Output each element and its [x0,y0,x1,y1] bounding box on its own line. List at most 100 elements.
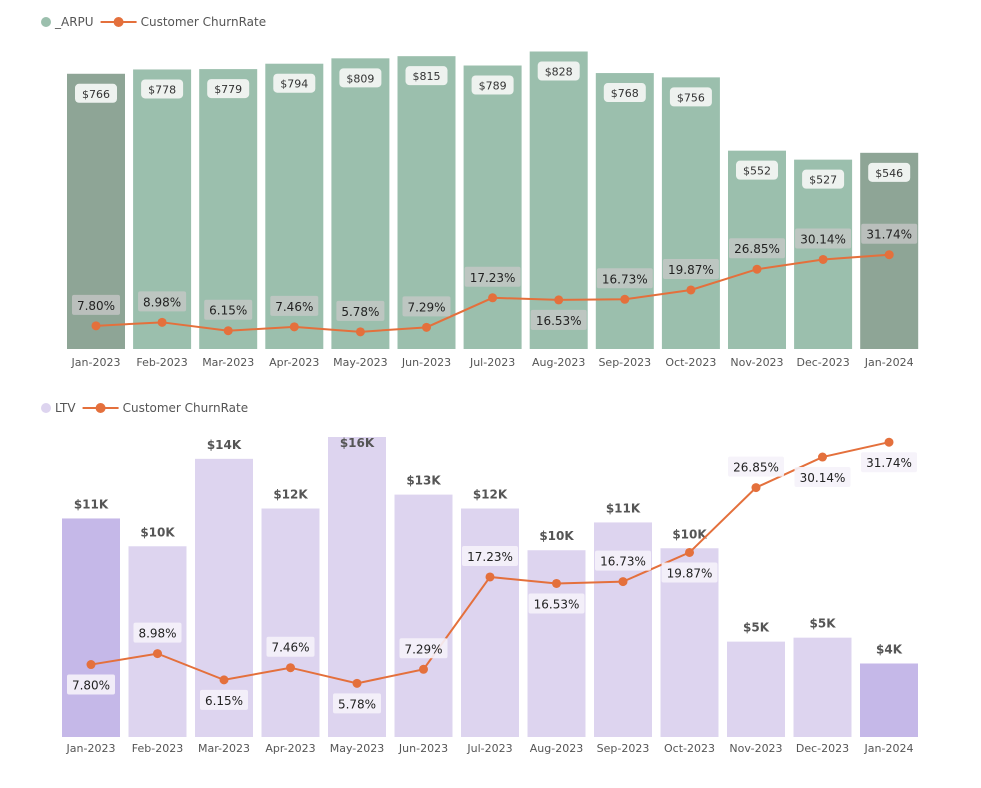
churn-point[interactable] [223,326,233,336]
bar-Jul-2023[interactable] [461,508,519,737]
churn-point[interactable] [884,250,894,260]
data-label-text: $527 [809,174,837,187]
data-label-box [795,228,852,249]
churn-point[interactable] [91,321,101,331]
churn-point[interactable] [620,294,630,304]
data-label-text: 16.73% [600,555,646,569]
data-label-box [729,238,785,259]
data-label-text: 6.15% [205,694,243,708]
churn-data-label: 26.85% [728,456,784,477]
data-label-box [200,689,248,710]
churn-data-label: 8.98% [133,622,182,643]
bar-Aug-2023[interactable] [527,550,586,737]
churn-point[interactable] [685,547,694,557]
data-label-text: 26.85% [733,461,779,475]
churn-data-label: 16.53% [530,309,587,330]
data-label-text: 16.53% [536,314,582,328]
bar-data-label: $10K [672,527,707,541]
churn-point[interactable] [352,678,362,688]
data-label-box [399,638,448,659]
bar-Nov-2023[interactable] [727,641,785,737]
churn-data-label: 7.46% [270,295,319,316]
data-label-text: 5.78% [341,305,379,319]
data-label-text: 8.98% [143,295,181,309]
bar-data-label: $10K [539,529,574,543]
churn-data-label: 30.14% [794,467,851,488]
data-label-text: 19.87% [667,566,713,580]
churn-point[interactable] [751,483,761,493]
bars [67,51,919,350]
data-label-box [138,291,187,312]
legend-label-line: Customer ChurnRate [123,401,249,415]
data-label-box [464,266,521,287]
churn-data-label: 31.74% [861,223,918,244]
data-label-box [662,258,719,279]
x-tick-label: Aug-2023 [530,742,583,755]
data-label-box [402,296,451,317]
churn-data-label: 6.15% [204,299,253,320]
x-tick-label: Feb-2023 [132,742,183,755]
data-label-text: $766 [82,88,110,101]
data-label-text: $778 [148,83,176,96]
data-label-text: $794 [280,78,308,91]
bar-data-label: $789 [471,75,514,95]
churn-point[interactable] [157,317,167,327]
bar-data-label: $11K [74,497,109,511]
churn-point[interactable] [355,327,365,337]
x-tick-label: Jan-2024 [864,742,914,755]
x-tick-label: Jul-2023 [469,356,515,369]
legend-line-dot [113,17,124,27]
churn-point[interactable] [289,322,299,332]
data-label-text: $809 [346,72,374,85]
churn-point[interactable] [485,572,495,582]
churn-point[interactable] [419,664,428,674]
churn-point[interactable] [554,295,564,305]
bar-data-label: $13K [406,474,441,488]
bar-data-label: $779 [207,79,250,99]
bar-data-label: $5K [810,617,837,631]
bar-Oct-2023[interactable] [661,77,720,350]
bar-Sep-2023[interactable] [595,73,654,349]
churn-point[interactable] [86,660,96,670]
chart-2: LTV Customer ChurnRate Jan-2023 $11K Feb-202… [41,401,918,755]
data-label-box [530,309,587,330]
churn-data-label: 6.15% [200,689,248,710]
data-label-text: 7.46% [271,641,309,655]
bar-Dec-2023[interactable] [794,159,853,349]
data-label-text: 31.74% [866,456,912,470]
churn-point[interactable] [884,437,894,447]
churn-point[interactable] [219,675,229,685]
data-label-box [537,61,580,81]
churn-point[interactable] [752,264,762,274]
churn-point[interactable] [818,452,827,462]
churn-point[interactable] [552,578,561,588]
churn-point[interactable] [153,649,162,659]
bar-data-label: $768 [603,83,646,103]
churn-data-label: 7.80% [72,294,120,315]
x-tick-label: Nov-2023 [730,356,783,369]
data-label-text: 31.74% [866,228,912,242]
data-label-text: 7.29% [404,642,442,656]
data-label-text: $789 [479,80,507,93]
churn-point[interactable] [422,322,431,332]
x-tick-label: Oct-2023 [664,742,715,755]
churn-data-label: 7.29% [402,296,451,317]
data-label-text: 30.14% [800,232,846,246]
bar-May-2023[interactable] [328,437,386,737]
bar-Jun-2023[interactable] [394,494,453,737]
data-label-text: 7.80% [72,679,110,693]
churn-point[interactable] [286,663,295,673]
bar-Apr-2023[interactable] [261,508,320,737]
churn-point[interactable] [686,285,696,295]
bar-Dec-2023[interactable] [793,637,852,737]
bar-data-label: $12K [273,488,308,502]
churn-point[interactable] [818,254,828,264]
data-label-text: 17.23% [467,550,513,564]
bar-Jan-2023[interactable] [62,518,120,737]
x-tick-label: Dec-2023 [796,742,849,755]
bar-May-2023[interactable] [331,58,390,350]
churn-point[interactable] [618,577,628,587]
bar-Jan-2024[interactable] [860,663,918,737]
churn-point[interactable] [488,293,498,303]
data-label-text: 19.87% [668,263,714,277]
